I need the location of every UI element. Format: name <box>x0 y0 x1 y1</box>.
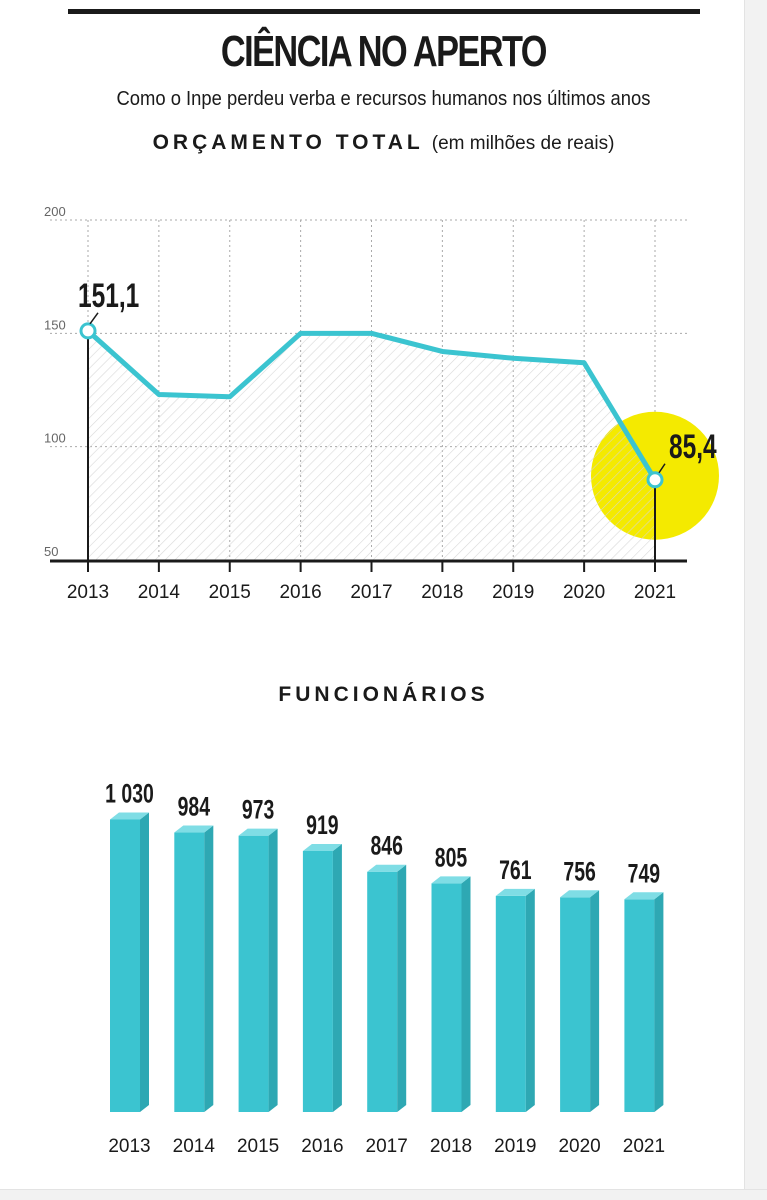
bar-top <box>174 825 214 833</box>
bar-side <box>140 812 149 1112</box>
x-tick-label: 2013 <box>67 582 109 603</box>
data-point <box>646 471 664 489</box>
page-subtitle: Como o Inpe perdeu verba e recursos huma… <box>116 88 651 110</box>
bar-side <box>268 828 278 1112</box>
bar-side <box>654 892 664 1112</box>
bar-side <box>461 876 471 1112</box>
bar-top <box>110 812 149 820</box>
data-label: 85,4 <box>669 428 717 466</box>
category-label: 2013 <box>108 1136 150 1157</box>
y-tick-label: 200 <box>44 204 66 219</box>
y-tick-label: 100 <box>44 431 66 446</box>
category-label: 2020 <box>558 1136 600 1157</box>
label-leader <box>658 463 666 474</box>
page-title: CIÊNCIA NO APERTO <box>220 27 548 76</box>
bar-value-label: 1 030 <box>105 778 154 808</box>
category-label: 2014 <box>173 1136 216 1157</box>
bar-value-label: 756 <box>563 856 595 886</box>
x-tick-label: 2017 <box>350 582 392 603</box>
x-tick-label: 2014 <box>138 582 181 603</box>
top-rule <box>68 9 700 14</box>
budget-heading-text: ORÇAMENTO TOTAL <box>152 131 424 154</box>
budget-unit-text: (em milhões de reais) <box>431 133 615 154</box>
category-label: 2016 <box>301 1136 343 1157</box>
bar-value-label: 805 <box>435 842 467 872</box>
budget-heading: ORÇAMENTO TOTAL (em milhões de reais) <box>0 128 767 159</box>
bar-value-label: 761 <box>499 855 531 885</box>
bar-top <box>238 828 278 836</box>
bar <box>302 851 333 1112</box>
bar <box>367 871 398 1112</box>
series-line <box>85 328 658 483</box>
y-tick-label: 50 <box>44 544 58 559</box>
y-tick-label: 150 <box>44 317 66 332</box>
area-fill <box>88 330 655 560</box>
bar-value-label: 846 <box>370 831 402 861</box>
category-label: 2021 <box>623 1136 665 1157</box>
x-tick-label: 2015 <box>209 582 251 603</box>
bar-side <box>332 844 342 1112</box>
bar <box>624 899 655 1112</box>
bar-top <box>431 876 471 884</box>
bar <box>110 819 140 1112</box>
bar-value-label: 973 <box>242 795 274 825</box>
bar <box>431 883 462 1112</box>
x-tick-label: 2019 <box>492 582 534 603</box>
staff-heading: FUNCIONÁRIOS <box>0 680 767 711</box>
bar-side <box>525 888 535 1112</box>
x-tick-label: 2021 <box>634 582 676 603</box>
category-label: 2019 <box>494 1136 536 1157</box>
label-leader <box>89 312 99 325</box>
bar-top <box>367 864 407 872</box>
data-label: 151,1 <box>78 277 139 315</box>
staff-heading-text: FUNCIONÁRIOS <box>278 683 489 706</box>
bar <box>495 895 526 1112</box>
x-tick-label: 2016 <box>279 582 321 603</box>
bar-side <box>204 825 214 1112</box>
bar-side <box>590 890 600 1112</box>
bar-top <box>495 888 535 896</box>
bar-value-label: 984 <box>178 791 210 821</box>
bar <box>560 897 591 1112</box>
bottom-frame <box>0 1189 767 1200</box>
bar-top <box>302 844 342 852</box>
data-point <box>79 322 97 340</box>
budget-line-chart: 50 100 150 200 151,1 85,4 2013 2014 2015 2016 2017… <box>44 204 719 603</box>
bar-top <box>560 890 600 898</box>
x-tick-label: 2020 <box>563 582 605 603</box>
staff-bar-chart: 1 030 2013 984 2014 973 2015 919 2016 846 2017 805… <box>105 778 665 1157</box>
category-label: 2015 <box>237 1136 279 1157</box>
bar-value-label: 749 <box>628 858 660 888</box>
scrollbar-gutter <box>744 0 767 1200</box>
x-tick-label: 2018 <box>421 582 463 603</box>
bar <box>174 832 205 1112</box>
bar <box>238 835 269 1112</box>
bar-top <box>624 892 664 900</box>
category-label: 2018 <box>430 1136 472 1157</box>
bar-side <box>397 864 407 1112</box>
category-label: 2017 <box>366 1136 408 1157</box>
bar-value-label: 919 <box>306 810 338 840</box>
